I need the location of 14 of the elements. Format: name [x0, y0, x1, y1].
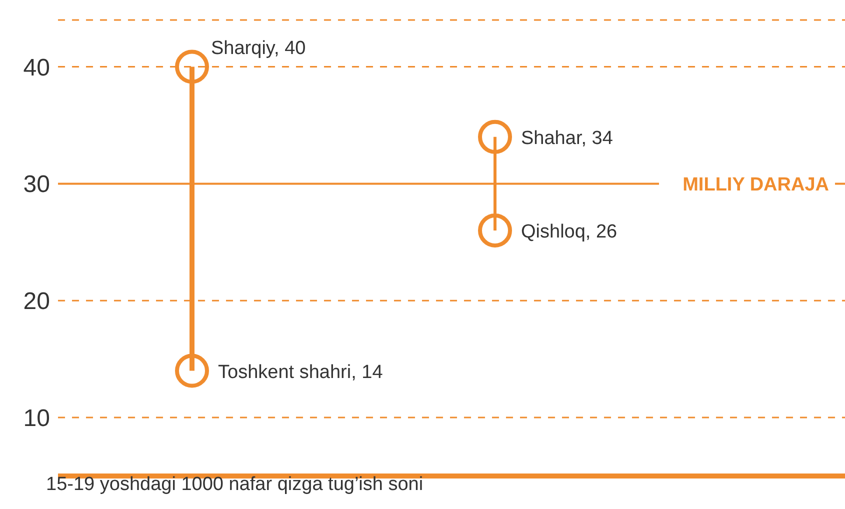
point — [478, 120, 512, 154]
data-label: Qishloq, 26 — [521, 221, 618, 242]
y-tick-label: 40 — [23, 54, 50, 82]
x-axis-title: 15-19 yoshdagi 1000 nafar qizga tug’ish soni — [46, 474, 424, 496]
point — [175, 354, 209, 388]
y-tick-label: 30 — [23, 171, 50, 198]
point — [478, 213, 512, 248]
y-tick-label: 20 — [23, 288, 50, 316]
point — [175, 50, 209, 84]
y-tick-label: 10 — [23, 405, 50, 432]
ref-line-label: MILLIY DARAJA — [682, 174, 830, 196]
data-label: Toshkent shahri, 14 — [218, 362, 384, 383]
data-label: Shahar, 34 — [521, 128, 614, 149]
data-label: Sharqiy, 40 — [211, 38, 306, 59]
